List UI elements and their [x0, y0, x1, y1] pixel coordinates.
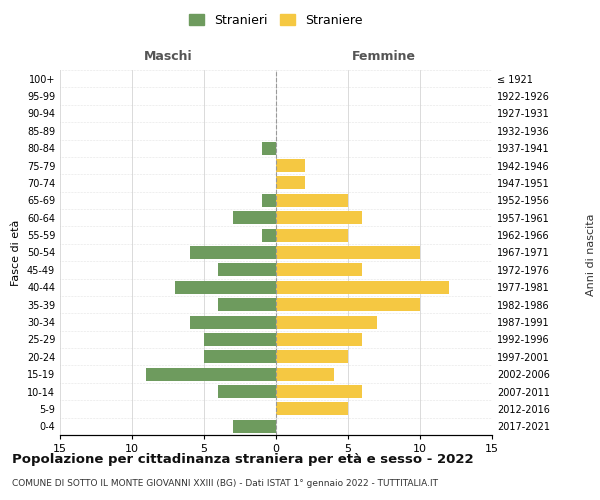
Y-axis label: Fasce di età: Fasce di età: [11, 220, 21, 286]
Bar: [276, 316, 377, 328]
Bar: [233, 211, 276, 224]
Bar: [262, 194, 276, 207]
Bar: [175, 280, 276, 294]
Bar: [276, 402, 348, 415]
Bar: [218, 298, 276, 311]
Legend: Stranieri, Straniere: Stranieri, Straniere: [184, 8, 368, 32]
Bar: [276, 194, 348, 207]
Text: Popolazione per cittadinanza straniera per età e sesso - 2022: Popolazione per cittadinanza straniera p…: [12, 452, 473, 466]
Bar: [146, 368, 276, 380]
Bar: [190, 316, 276, 328]
Text: COMUNE DI SOTTO IL MONTE GIOVANNI XXIII (BG) - Dati ISTAT 1° gennaio 2022 - TUTT: COMUNE DI SOTTO IL MONTE GIOVANNI XXIII …: [12, 479, 438, 488]
Text: Maschi: Maschi: [143, 50, 193, 63]
Text: Femmine: Femmine: [352, 50, 416, 63]
Bar: [218, 385, 276, 398]
Bar: [276, 333, 362, 346]
Bar: [276, 176, 305, 190]
Bar: [204, 350, 276, 364]
Bar: [262, 142, 276, 154]
Text: Anni di nascita: Anni di nascita: [586, 214, 596, 296]
Bar: [276, 246, 420, 259]
Bar: [276, 368, 334, 380]
Bar: [276, 350, 348, 364]
Bar: [276, 211, 362, 224]
Bar: [233, 420, 276, 433]
Bar: [276, 385, 362, 398]
Bar: [276, 298, 420, 311]
Bar: [276, 280, 449, 294]
Bar: [262, 228, 276, 241]
Bar: [276, 159, 305, 172]
Bar: [204, 333, 276, 346]
Bar: [218, 264, 276, 276]
Bar: [276, 228, 348, 241]
Bar: [190, 246, 276, 259]
Bar: [276, 264, 362, 276]
